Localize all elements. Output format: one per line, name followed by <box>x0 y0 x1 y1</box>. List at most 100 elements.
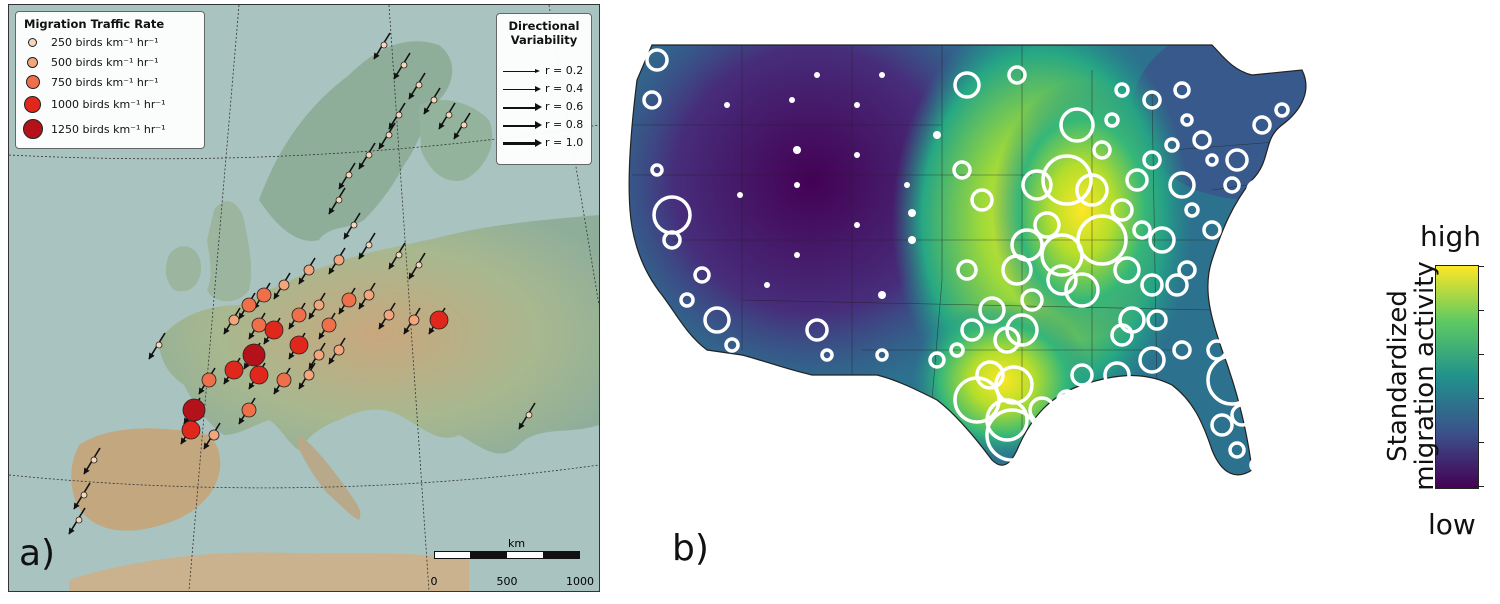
radar-station-marker <box>1168 171 1196 199</box>
migration-rate-marker <box>228 314 240 326</box>
radar-station-marker <box>1274 212 1310 248</box>
scandinavia-landmass <box>259 41 453 241</box>
radar-station-marker <box>1110 323 1134 347</box>
finland-landmass <box>419 100 493 181</box>
radar-station-marker <box>1056 389 1078 411</box>
migration-rate-marker <box>415 261 423 269</box>
colorbar-tick <box>1478 398 1484 399</box>
radar-station-marker <box>1223 301 1251 329</box>
radar-station-marker <box>642 90 662 110</box>
colorbar-low-label: low <box>1428 508 1476 541</box>
variability-label: r = 1.0 <box>545 136 584 149</box>
radar-station-marker <box>854 222 860 228</box>
migration-rate-marker <box>276 372 292 388</box>
us-map-panel <box>612 30 1312 500</box>
variability-label: r = 0.8 <box>545 118 584 131</box>
scale-tick: 1000 <box>566 575 594 588</box>
rate-legend-swatch <box>23 119 43 139</box>
variability-legend-item: r = 0.2 <box>503 64 587 78</box>
migration-rate-marker <box>333 344 345 356</box>
colorbar-tick <box>1478 486 1484 487</box>
migration-rate-marker <box>264 320 284 340</box>
colorbar-gradient <box>1435 265 1479 489</box>
radar-station-marker <box>650 163 664 177</box>
migration-rate-marker <box>321 317 337 333</box>
migration-rate-marker <box>363 289 375 301</box>
rate-legend-label: 750 birds km⁻¹ hr⁻¹ <box>51 75 159 89</box>
migration-rate-marker <box>333 254 345 266</box>
migration-rate-marker <box>249 365 269 385</box>
radar-station-marker <box>1028 396 1056 424</box>
migration-rate-marker <box>303 264 315 276</box>
colorbar-title-line1: Standardized <box>1383 290 1413 462</box>
migration-rate-marker <box>289 335 309 355</box>
migration-rate-marker <box>303 369 315 381</box>
rate-legend-item: 250 birds km⁻¹ hr⁻¹ <box>24 36 159 49</box>
radar-station-marker <box>1206 339 1228 361</box>
migration-rate-marker <box>365 241 373 249</box>
radar-station-marker <box>693 266 711 284</box>
radar-station-marker <box>1274 102 1290 118</box>
rate-legend-item: 750 birds km⁻¹ hr⁻¹ <box>24 75 159 89</box>
radar-station-marker <box>764 282 770 288</box>
radar-station-marker <box>1205 153 1219 167</box>
radar-station-marker <box>679 292 695 308</box>
radar-station-marker <box>952 160 972 180</box>
radar-station-marker <box>1184 202 1200 218</box>
radar-station-marker <box>793 146 801 154</box>
rate-legend-swatch <box>27 57 38 68</box>
variability-legend-title: Directional Variability <box>497 19 591 47</box>
migration-rate-marker <box>341 292 357 308</box>
rate-legend-swatch <box>28 38 37 47</box>
radar-station-marker <box>820 348 834 362</box>
migration-rate-marker <box>445 111 453 119</box>
migration-rate-marker <box>395 111 403 119</box>
migration-rate-circles <box>75 41 533 524</box>
us-outline <box>628 44 1307 476</box>
radar-station-marker <box>933 131 941 139</box>
radar-station-marker <box>1223 176 1241 194</box>
italy <box>297 435 361 520</box>
radar-station-marker <box>953 71 981 99</box>
variability-legend-item: r = 1.0 <box>503 136 587 150</box>
migration-traffic-rate-legend: Migration Traffic Rate 250 birds km⁻¹ hr… <box>15 11 205 149</box>
colorbar-title: Standardized migration activity <box>1383 261 1440 491</box>
radar-station-marker <box>794 252 800 258</box>
radar-station-marker <box>1076 214 1128 266</box>
rate-legend-swatch <box>24 96 41 113</box>
migration-rate-marker <box>181 420 201 440</box>
variability-legend-item: r = 0.8 <box>503 118 587 132</box>
radar-station-marker <box>1278 146 1296 164</box>
variability-label: r = 0.6 <box>545 100 584 113</box>
migration-rate-marker <box>350 221 358 229</box>
migration-rate-marker <box>380 41 388 49</box>
radar-station-marker <box>737 192 743 198</box>
radar-station-marker <box>724 337 740 353</box>
radar-station-marker <box>970 188 994 212</box>
radar-station-marker <box>1005 313 1039 347</box>
colorbar-tick <box>1478 442 1484 443</box>
radar-station-marker <box>985 408 1039 462</box>
migration-rate-marker <box>291 307 307 323</box>
rate-legend-label: 500 birds km⁻¹ hr⁻¹ <box>51 56 159 69</box>
variability-label: r = 0.2 <box>545 64 584 77</box>
migration-rate-marker <box>395 251 403 259</box>
migration-rate-marker <box>408 314 420 326</box>
radar-station-marker <box>1192 130 1212 150</box>
radar-station-marker <box>1033 211 1061 239</box>
panel-b-label: b) <box>672 528 709 569</box>
radar-station-marker <box>794 182 800 188</box>
scale-bar-segment <box>543 551 580 559</box>
variability-title-line2: Variability <box>510 33 578 47</box>
colorbar-tick <box>1478 266 1484 267</box>
radar-station-marker <box>1180 113 1194 127</box>
radar-station-marker <box>1268 246 1296 274</box>
variability-label: r = 0.4 <box>545 82 584 95</box>
migration-rate-marker <box>430 96 438 104</box>
radar-station-marker <box>1148 226 1176 254</box>
radar-station-marker <box>703 306 731 334</box>
north-africa <box>69 552 469 591</box>
radar-station-marker <box>908 236 916 244</box>
arrowhead-icon <box>535 139 542 147</box>
arrowhead-icon <box>535 103 542 111</box>
